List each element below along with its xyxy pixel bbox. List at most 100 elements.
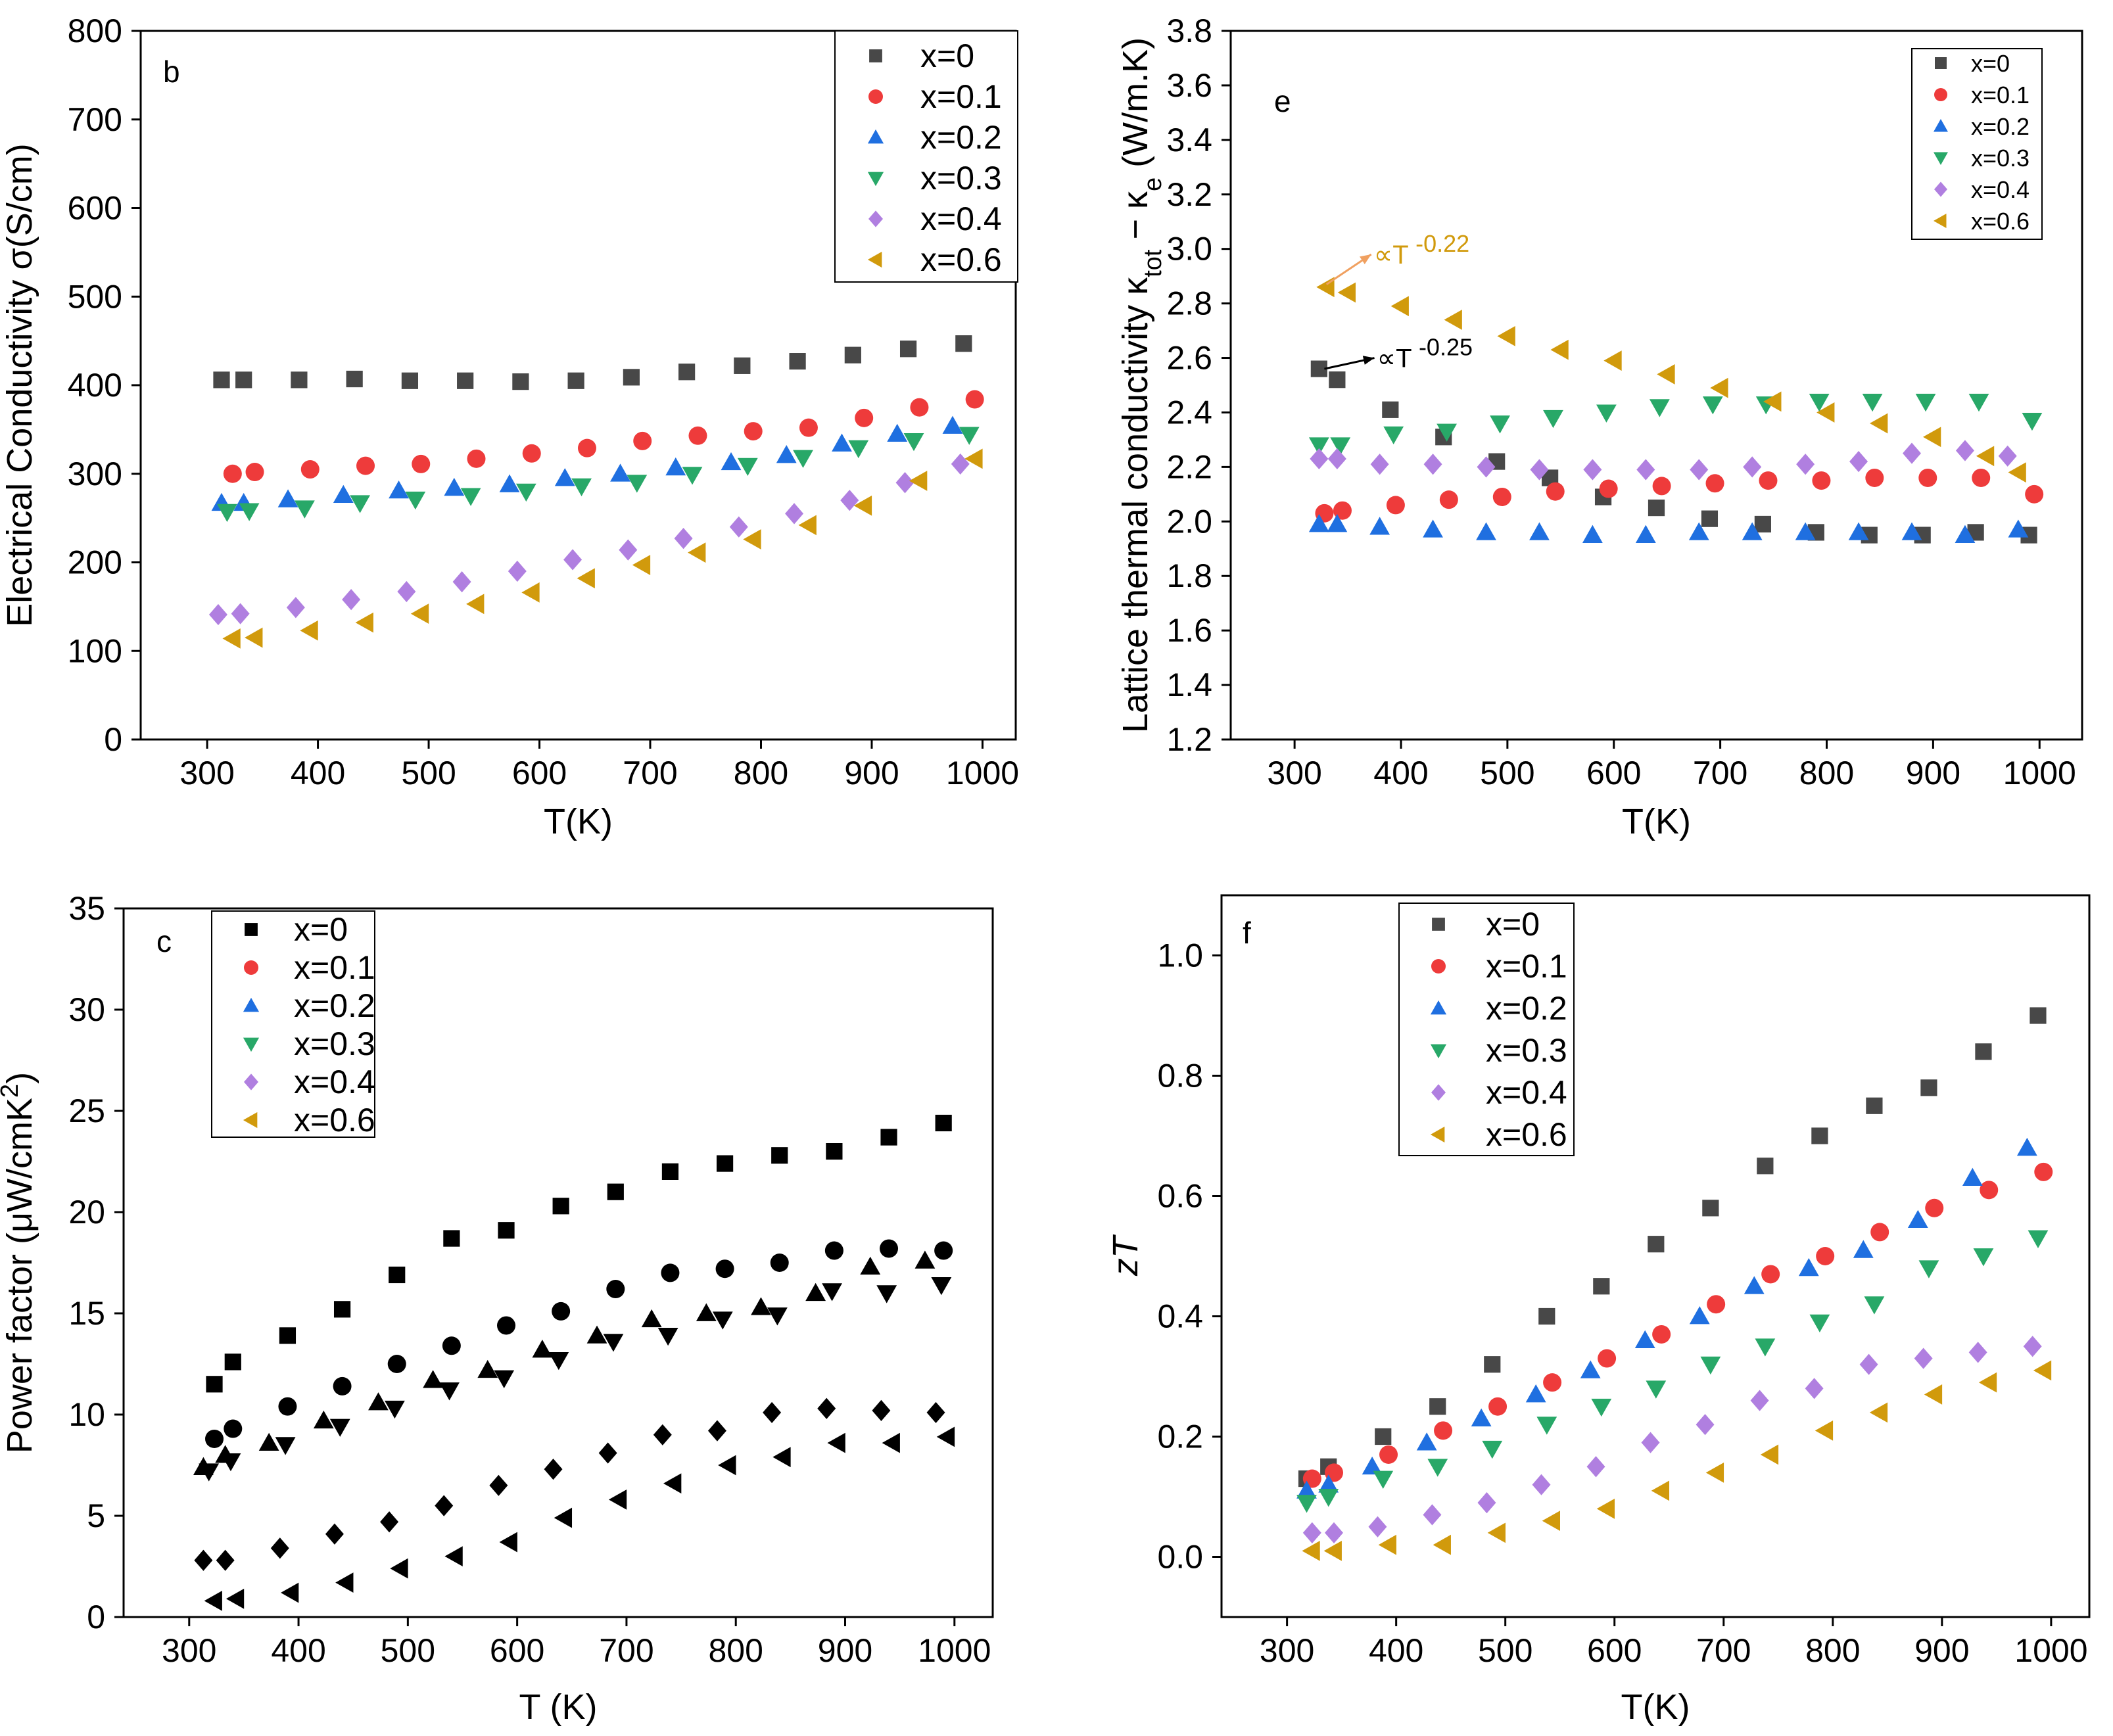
data-point-x-0-3-9 [1755,1338,1776,1357]
data-point-x-0-4-3 [325,1523,344,1545]
x-tick-label-600: 600 [490,1632,544,1669]
legend-label-x-0-2: x=0.2 [1486,990,1567,1027]
data-point-x-0-6-10 [1815,1420,1834,1441]
data-point-x-0-3-14 [959,427,980,445]
data-point-x-0-6-2 [281,1582,299,1603]
legend-label-x-0-4: x=0.4 [1971,176,2030,203]
data-point-x-0-1-4 [1492,487,1511,506]
data-point-x-0-4-11 [1859,1353,1878,1375]
data-point-x-0-1-7 [1652,477,1671,496]
y-tick-label-3-2: 3.2 [1166,176,1212,213]
series-x-0-6 [204,1426,955,1611]
legend: x=0 x=0.1 x=0.2 x=0.3x=0.4 x=0.6 [834,30,1018,283]
legend-label-x-0-2: x=0.2 [294,987,375,1024]
data-point-x-0-3-14 [2028,1230,2049,1248]
data-point-x-0-4-6 [489,1474,508,1496]
data-point-x-0-4-11 [1849,450,1868,473]
data-point-x-0-4-12 [1903,442,1921,464]
legend-label-x-0-2: x=0.2 [920,119,1002,156]
y-tick-label-10: 10 [68,1396,105,1433]
data-point-x-0-4-14 [1998,445,2017,467]
y-tick-label-100: 100 [68,632,122,669]
data-point-x-0-2-13 [860,1256,881,1275]
data-point-x-0-1-7 [552,1302,571,1321]
series-x-0-4 [1310,440,2017,481]
data-point-x-0-6-7 [577,568,595,589]
legend-marker-x-0-6 [1430,1126,1445,1143]
data-point-x-0-3-6 [1591,1398,1612,1417]
data-point-x-0-3-6 [494,1370,515,1388]
legend-label-x-0-4: x=0.4 [294,1064,375,1100]
data-point-x-0-1-9 [661,1263,680,1282]
y-tick-label-15: 15 [68,1295,105,1332]
data-point-x-0-6-8 [608,1489,627,1510]
data-point-x-0-4-0 [208,603,227,626]
annotation-arrow-head-1 [1362,356,1375,365]
series-x-0-1 [205,1239,953,1448]
data-point-x-0-3-0 [1296,1495,1317,1513]
panel-letter: f [1243,916,1251,950]
data-point-x-0-4-6 [508,560,527,582]
data-point-x-0-11 [1866,1097,1883,1114]
data-point-x-0-6-6 [1603,350,1622,371]
legend-box [211,910,375,1138]
data-point-x-0-3-9 [682,467,703,485]
series-x-0 [213,335,972,390]
data-point-x-0-2-9 [641,1309,662,1328]
data-point-x-0-4-2 [1368,1516,1387,1537]
y-axis-title: Power factor (μW/cmK2) [0,1072,39,1453]
data-point-x-0-3-10 [1809,1314,1830,1333]
data-point-x-0-1-3 [333,1376,352,1396]
data-point-x-0-3-10 [737,457,758,477]
data-point-x-0-1-3 [1434,1421,1453,1440]
data-point-x-0-3-9 [657,1327,678,1346]
data-point-x-0-3-3 [1436,423,1458,442]
data-point-x-0-4 [401,372,419,389]
data-point-x-0-6-9 [663,1473,682,1494]
data-point-x-0-3-12 [848,440,869,459]
y-tick-label-25: 25 [68,1092,105,1129]
data-point-x-0-4-5 [1532,1474,1551,1495]
data-point-x-0-3-5 [439,1382,460,1401]
data-point-x-0-13 [880,1129,897,1146]
data-point-x-0-3-1 [220,1453,241,1472]
y-tick-label-2-8: 2.8 [1166,285,1212,322]
data-point-x-0-4-8 [619,539,638,561]
data-point-x-0-1-12 [1925,1198,1944,1217]
y-tick-label-2-2: 2.2 [1166,448,1212,485]
data-point-x-0-2 [1375,1428,1392,1445]
data-point-x-0-2-11 [1853,1240,1874,1258]
y-tick-label-20: 20 [68,1194,105,1231]
data-point-x-0-6-1 [1323,1540,1342,1561]
data-point-x-0-4-2 [1370,454,1389,475]
data-point-x-0-6-6 [499,1532,517,1553]
data-point-x-0-4-12 [840,490,859,511]
data-point-x-0-1-13 [880,1239,899,1258]
y-tick-label-1: 1.0 [1157,937,1203,974]
data-point-x-0-4-7 [563,549,582,571]
data-point-x-0-3-6 [515,483,536,502]
x-axis-title: T(K) [1621,1687,1690,1727]
x-tick-label-300: 300 [179,755,234,791]
data-point-x-0-1-13 [910,398,929,417]
chart-panel-f: 300 400 500 600 700 800 900 1000 0.0 0.2 0.4 0.6 0.8… [1106,894,2091,1727]
data-point-x-0-6-13 [1978,1372,1997,1393]
data-point-x-0-1-2 [278,1397,297,1416]
data-point-x-0-4-12 [817,1397,836,1419]
data-point-x-0-6-3 [355,612,373,633]
data-point-x-0-6-7 [1651,1480,1670,1501]
x-tick-label-400: 400 [1373,755,1428,791]
data-point-x-0-3-2 [1383,426,1404,445]
data-point-x-0-1 [1329,371,1346,388]
data-point-x-0-6-6 [1596,1498,1615,1519]
data-point-x-0-6-3 [1433,1534,1451,1555]
series-x-0-6 [222,448,983,649]
legend-marker-x-0-3 [1934,152,1948,165]
legend-label-x-0: x=0 [1971,50,2010,77]
data-point-x-0-6-11 [1870,413,1888,434]
data-point-x-0-2-14 [914,1250,936,1269]
data-point-x-0-2-4 [1471,1408,1492,1426]
data-point-x-0-4-4 [1477,456,1496,478]
data-point-x-0-6-1 [245,627,263,648]
data-point-x-0-2-4 [368,1392,389,1411]
